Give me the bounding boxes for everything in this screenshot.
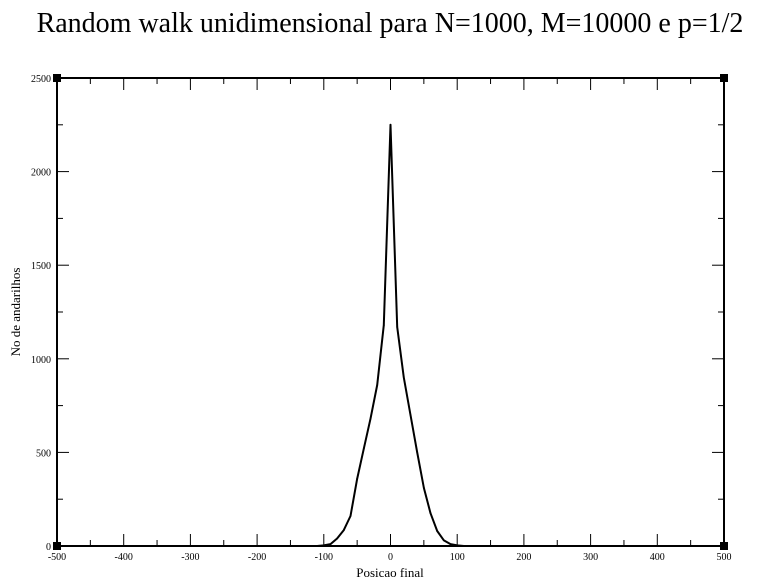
x-tick-label: 300 — [583, 552, 598, 563]
data-point — [369, 417, 372, 420]
x-tick-label: 400 — [650, 552, 665, 563]
series-layer — [56, 123, 725, 547]
data-point — [356, 477, 358, 480]
axis-ticks — [56, 77, 725, 547]
x-tick-label: -300 — [181, 552, 199, 563]
x-tick-label: -200 — [248, 552, 266, 563]
data-point — [349, 515, 352, 517]
x-tick-labels: -500 -400 -300 -200 -100 0 100 200 300 400 500 — [48, 552, 732, 563]
y-tick-label: 0 — [46, 542, 51, 553]
data-point — [449, 543, 452, 545]
y-tick-label: 1000 — [31, 355, 51, 366]
data-point — [323, 544, 325, 547]
y-tick-label: 2000 — [31, 168, 51, 179]
x-tick-label: 0 — [388, 552, 393, 563]
data-point — [329, 543, 332, 545]
x-tick-label: 100 — [450, 552, 465, 563]
data-point — [389, 124, 392, 126]
data-point — [436, 530, 438, 532]
corner-marker — [720, 74, 728, 82]
y-tick-labels: 0 500 1000 1500 2000 2500 — [31, 74, 51, 553]
data-point — [343, 529, 345, 531]
series-line — [57, 123, 724, 547]
data-point — [429, 512, 432, 515]
data-point — [336, 537, 338, 540]
chart-title: Random walk unidimensional para N=1000, … — [37, 8, 744, 39]
data-point — [423, 487, 425, 489]
corner-markers — [53, 74, 728, 550]
y-tick-label: 1500 — [31, 261, 51, 272]
x-tick-label: 500 — [717, 552, 732, 563]
data-point — [409, 414, 412, 416]
x-tick-label: -500 — [48, 552, 66, 563]
y-tick-label: 500 — [36, 448, 51, 459]
data-point — [316, 545, 318, 547]
x-axis-label: Posicao final — [356, 565, 424, 580]
data-point — [363, 447, 365, 450]
data-point — [383, 324, 385, 326]
data-point — [416, 451, 418, 454]
y-tick-label: 2500 — [31, 74, 51, 85]
corner-marker — [53, 74, 61, 82]
y-axis-label: No de andarilhos — [8, 268, 23, 357]
data-point — [376, 384, 378, 386]
x-tick-label: -400 — [115, 552, 133, 563]
data-point — [463, 545, 465, 547]
data-point — [396, 326, 398, 328]
data-point — [443, 539, 445, 542]
corner-marker — [53, 542, 61, 550]
data-point — [403, 376, 405, 379]
x-tick-label: -100 — [315, 552, 333, 563]
corner-marker — [720, 542, 728, 550]
x-tick-label: 200 — [516, 552, 531, 563]
data-point — [456, 544, 459, 547]
